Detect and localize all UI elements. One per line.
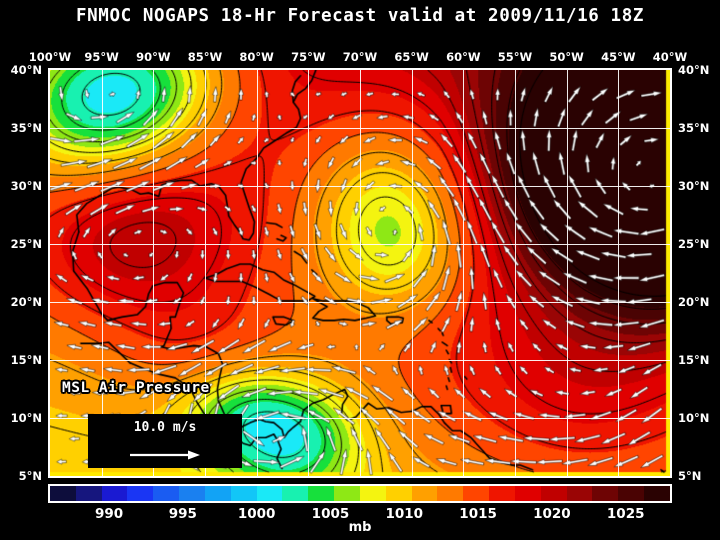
colorbar-swatch[interactable]: [153, 486, 180, 501]
colorbar-tick-label: 995: [168, 506, 197, 522]
lon-tick-label: 40°W: [652, 50, 688, 64]
lat-tick-label-right: 10°N: [678, 411, 710, 425]
lat-tick-label-right: 15°N: [678, 353, 710, 367]
colorbar-swatch[interactable]: [75, 486, 102, 501]
lat-tick-label-right: 5°N: [678, 469, 702, 483]
colorbar-tick-label: 990: [94, 506, 124, 522]
colorbar-swatch[interactable]: [230, 486, 257, 501]
right-arrow-icon: [130, 450, 200, 460]
gridline-parallel: [50, 128, 670, 129]
colorbar-swatch[interactable]: [256, 486, 283, 501]
colorbar-swatch[interactable]: [334, 486, 360, 501]
lon-tick-label: 80°W: [239, 50, 274, 64]
lat-tick-label-right: 30°N: [678, 179, 710, 193]
colorbar-swatch[interactable]: [359, 486, 386, 501]
lat-tick-label-left: 10°N: [10, 411, 42, 425]
lon-tick-label: 45°W: [601, 50, 636, 64]
lat-tick-label-left: 35°N: [10, 121, 42, 135]
lon-tick-label: 75°W: [291, 50, 326, 64]
colorbar-unit-label: mb: [348, 520, 372, 535]
gridline-meridian: [205, 70, 206, 476]
wind-scale-value: 10.0 m/s: [133, 420, 197, 435]
gridline-meridian: [101, 70, 103, 476]
lon-tick-label: 55°W: [497, 50, 533, 64]
gridline-meridian: [411, 70, 413, 476]
colorbar-tick-label: 1010: [385, 506, 424, 522]
colorbar-tick-label: 1020: [533, 506, 571, 522]
colorbar-swatch[interactable]: [514, 486, 541, 501]
wind-scale-legend: 10.0 m/s: [88, 414, 242, 468]
colorbar-swatch[interactable]: [50, 486, 76, 501]
colorbar-swatch[interactable]: [592, 486, 619, 501]
colorbar-tick-label: 1000: [237, 506, 276, 522]
lat-tick-label-left: 20°N: [10, 295, 42, 309]
gridline-parallel: [50, 186, 670, 187]
field-label: MSL Air Pressure: [62, 380, 210, 396]
gridline-meridian: [256, 70, 258, 476]
colorbar-swatch[interactable]: [618, 486, 645, 501]
colorbar-swatch[interactable]: [204, 486, 231, 501]
lat-tick-label-left: 30°N: [10, 179, 42, 193]
gridline-meridian: [515, 70, 516, 476]
gridline-meridian: [463, 70, 465, 476]
gridline-meridian: [308, 70, 310, 476]
gridline-meridian: [360, 70, 361, 476]
colorbar-swatch[interactable]: [566, 486, 593, 501]
lon-tick-label: 85°W: [187, 50, 223, 64]
colorbar-tick-label: 1005: [311, 506, 350, 522]
lon-tick-label: 50°W: [549, 50, 584, 64]
colorbar-swatch[interactable]: [308, 486, 335, 501]
colorbar-tick-label: 1025: [606, 506, 645, 522]
figure-title: FNMOC NOGAPS 18-Hr Forecast valid at 200…: [76, 6, 644, 26]
colorbar-swatch[interactable]: [411, 486, 438, 501]
colorbar-swatch[interactable]: [463, 486, 490, 501]
lon-tick-label: 95°W: [84, 50, 119, 64]
gridline-meridian: [153, 70, 155, 476]
colorbar-swatch[interactable]: [437, 486, 464, 501]
colorbar-swatch[interactable]: [489, 486, 515, 501]
gridline-parallel: [50, 244, 670, 245]
lat-tick-label-left: 25°N: [10, 237, 42, 251]
colorbar-swatch[interactable]: [644, 486, 670, 501]
lon-tick-label: 100°W: [28, 50, 72, 64]
lat-tick-label-right: 25°N: [678, 237, 710, 251]
gridline-parallel: [50, 418, 670, 419]
colorbar-swatch[interactable]: [179, 486, 205, 501]
lon-tick-label: 60°W: [446, 50, 481, 64]
colorbar-swatch[interactable]: [540, 486, 567, 501]
gridline-meridian: [566, 70, 568, 476]
lat-tick-label-right: 20°N: [678, 295, 710, 309]
lat-tick-label-left: 5°N: [18, 469, 42, 483]
lat-tick-label-left: 40°N: [10, 63, 42, 77]
colorbar-swatch[interactable]: [127, 486, 154, 501]
gridline-parallel: [50, 360, 670, 361]
lat-tick-label-left: 15°N: [10, 353, 42, 367]
pressure-colorbar[interactable]: [48, 484, 672, 503]
lon-tick-label: 65°W: [394, 50, 429, 64]
gridline-parallel: [50, 302, 670, 303]
colorbar-swatch[interactable]: [282, 486, 309, 501]
lat-tick-label-right: 40°N: [678, 63, 710, 77]
colorbar-swatch[interactable]: [385, 486, 412, 501]
lon-tick-label: 90°W: [136, 50, 171, 64]
lon-tick-label: 70°W: [342, 50, 378, 64]
colorbar-tick-label: 1015: [459, 506, 497, 522]
map-plot-area[interactable]: MSL Air Pressure 10.0 m/s: [48, 68, 672, 478]
lat-tick-label-right: 35°N: [678, 121, 710, 135]
colorbar-swatch[interactable]: [101, 486, 128, 501]
gridline-meridian: [618, 70, 620, 476]
